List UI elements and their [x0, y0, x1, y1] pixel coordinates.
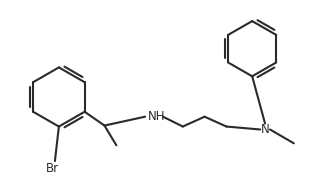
Text: N: N	[261, 123, 269, 136]
Text: Br: Br	[46, 162, 59, 175]
Text: NH: NH	[148, 110, 166, 123]
